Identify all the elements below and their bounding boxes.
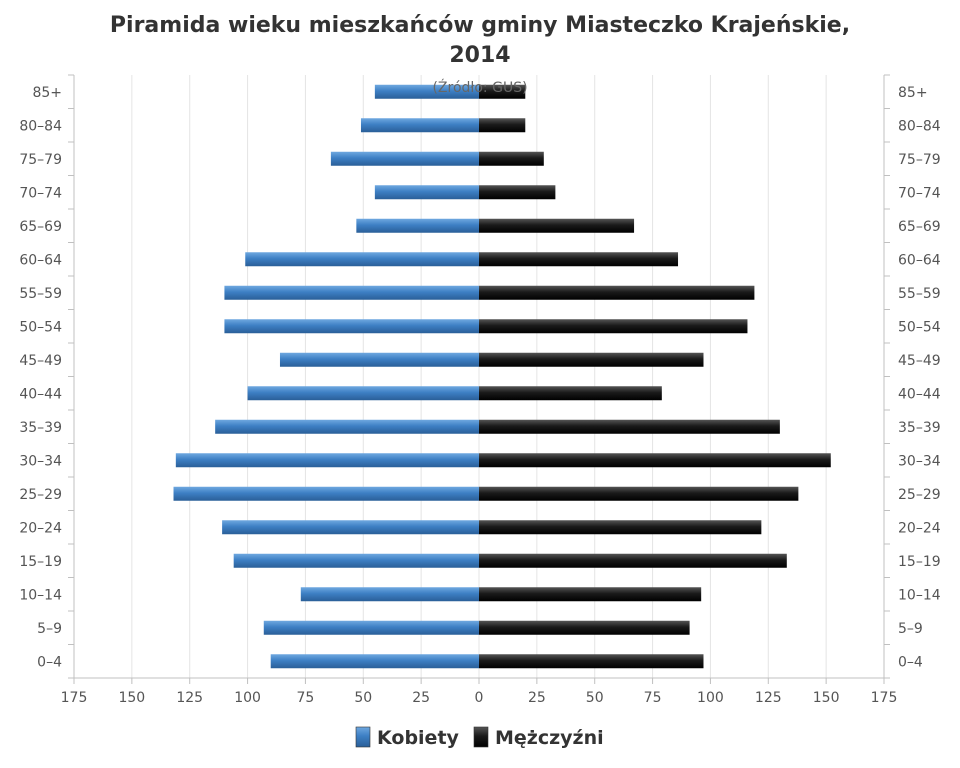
y-tick-label-right: 70–74 bbox=[898, 185, 941, 201]
x-tick-label: 150 bbox=[813, 690, 840, 706]
y-tick-label-left: 15–19 bbox=[19, 554, 62, 570]
x-tick-label: 150 bbox=[118, 690, 145, 706]
y-tick-label-right: 65–69 bbox=[898, 219, 941, 235]
y-tick-label-left: 10–14 bbox=[19, 587, 62, 603]
y-tick-label-right: 45–49 bbox=[898, 353, 941, 369]
y-tick-label-left: 60–64 bbox=[19, 252, 62, 268]
bar-Mężczyźni-65–69[interactable] bbox=[479, 218, 635, 233]
y-tick-label-left: 45–49 bbox=[19, 353, 62, 369]
x-tick-label: 25 bbox=[412, 690, 430, 706]
legend-label-Mężczyźni[interactable]: Mężczyźni bbox=[495, 727, 604, 749]
y-tick-label-right: 75–79 bbox=[898, 152, 941, 168]
bar-Kobiety-60–64[interactable] bbox=[245, 252, 479, 267]
axes: 175 150 125 100 75 50 25 0 25 50 75 100 125 150 175 0–4… bbox=[19, 74, 941, 706]
bar-Kobiety-20–24[interactable] bbox=[222, 520, 479, 535]
bar-Mężczyźni-20–24[interactable] bbox=[479, 520, 762, 535]
bar-Kobiety-75–79[interactable] bbox=[330, 151, 479, 166]
bar-Mężczyźni-25–29[interactable] bbox=[479, 486, 799, 501]
y-tick-label-left: 40–44 bbox=[19, 386, 62, 402]
bar-Mężczyźni-60–64[interactable] bbox=[479, 252, 679, 267]
chart-subtitle: (Źródło: GUS) bbox=[432, 78, 527, 96]
bar-Kobiety-25–29[interactable] bbox=[173, 486, 479, 501]
y-tick-label-left: 20–24 bbox=[19, 520, 62, 536]
bar-Kobiety-55–59[interactable] bbox=[224, 285, 479, 300]
y-tick-label-right: 35–39 bbox=[898, 420, 941, 436]
x-tick-label: 100 bbox=[697, 690, 724, 706]
x-tick-label: 125 bbox=[176, 690, 203, 706]
y-tick-label-left: 5–9 bbox=[37, 621, 62, 637]
legend-swatch-Kobiety[interactable] bbox=[355, 726, 371, 748]
bar-Kobiety-70–74[interactable] bbox=[374, 185, 479, 200]
y-tick-label-right: 40–44 bbox=[898, 386, 941, 402]
y-tick-label-left: 25–29 bbox=[19, 487, 62, 503]
bar-Mężczyźni-40–44[interactable] bbox=[479, 386, 662, 401]
bar-Mężczyźni-55–59[interactable] bbox=[479, 285, 755, 300]
bar-Mężczyźni-70–74[interactable] bbox=[479, 185, 556, 200]
bar-Kobiety-35–39[interactable] bbox=[215, 419, 479, 434]
y-tick-label-left: 35–39 bbox=[19, 420, 62, 436]
y-tick-label-left: 65–69 bbox=[19, 219, 62, 235]
legend-swatch-Mężczyźni[interactable] bbox=[473, 726, 489, 748]
bar-Mężczyźni-0–4[interactable] bbox=[479, 654, 704, 669]
y-tick-label-left: 0–4 bbox=[37, 654, 62, 670]
y-tick-label-right: 30–34 bbox=[898, 453, 941, 469]
x-tick-label: 75 bbox=[297, 690, 315, 706]
y-tick-label-right: 20–24 bbox=[898, 520, 941, 536]
legend[interactable]: Kobiety Mężczyźni bbox=[355, 726, 604, 749]
y-tick-label-left: 55–59 bbox=[19, 286, 62, 302]
bar-Kobiety-30–34[interactable] bbox=[175, 453, 480, 468]
bar-Kobiety-65–69[interactable] bbox=[356, 218, 479, 233]
y-tick-label-left: 80–84 bbox=[19, 118, 62, 134]
y-tick-label-left: 85+ bbox=[32, 85, 62, 101]
bar-Mężczyźni-80–84[interactable] bbox=[479, 118, 526, 133]
y-tick-label-left: 75–79 bbox=[19, 152, 62, 168]
y-tick-label-right: 55–59 bbox=[898, 286, 941, 302]
bar-Kobiety-10–14[interactable] bbox=[300, 587, 479, 602]
x-tick-label: 175 bbox=[871, 690, 898, 706]
x-tick-label: 50 bbox=[586, 690, 604, 706]
bar-Kobiety-45–49[interactable] bbox=[279, 352, 479, 367]
bar-Kobiety-50–54[interactable] bbox=[224, 319, 479, 334]
bar-Mężczyźni-10–14[interactable] bbox=[479, 587, 702, 602]
x-tick-label: 175 bbox=[61, 690, 88, 706]
legend-label-Kobiety[interactable]: Kobiety bbox=[377, 727, 460, 749]
bar-Kobiety-5–9[interactable] bbox=[263, 620, 479, 635]
bar-Kobiety-0–4[interactable] bbox=[270, 654, 479, 669]
chart-title-line-2: 2014 bbox=[449, 43, 510, 68]
bar-Mężczyźni-35–39[interactable] bbox=[479, 419, 780, 434]
y-tick-label-right: 15–19 bbox=[898, 554, 941, 570]
y-tick-label-left: 50–54 bbox=[19, 319, 62, 335]
bar-Mężczyźni-50–54[interactable] bbox=[479, 319, 748, 334]
x-tick-label: 75 bbox=[644, 690, 662, 706]
y-tick-label-right: 85+ bbox=[898, 85, 928, 101]
x-tick-label: 50 bbox=[354, 690, 372, 706]
bar-Mężczyźni-5–9[interactable] bbox=[479, 620, 690, 635]
y-tick-label-right: 80–84 bbox=[898, 118, 941, 134]
bar-Mężczyźni-15–19[interactable] bbox=[479, 553, 787, 568]
y-tick-label-right: 5–9 bbox=[898, 621, 923, 637]
bar-Mężczyźni-45–49[interactable] bbox=[479, 352, 704, 367]
bar-Mężczyźni-75–79[interactable] bbox=[479, 151, 544, 166]
x-tick-label: 125 bbox=[755, 690, 782, 706]
x-tick-label: 25 bbox=[528, 690, 546, 706]
y-tick-label-left: 30–34 bbox=[19, 453, 62, 469]
x-tick-label: 0 bbox=[475, 690, 484, 706]
bar-Kobiety-80–84[interactable] bbox=[360, 118, 479, 133]
y-tick-label-right: 0–4 bbox=[898, 654, 923, 670]
bar-Kobiety-40–44[interactable] bbox=[247, 386, 479, 401]
bars bbox=[173, 84, 831, 669]
grid bbox=[131, 75, 827, 678]
chart-title-line-1: Piramida wieku mieszkańców gminy Miastec… bbox=[110, 13, 850, 38]
y-tick-label-left: 70–74 bbox=[19, 185, 62, 201]
bar-Mężczyźni-85+[interactable] bbox=[479, 84, 526, 99]
y-tick-label-right: 60–64 bbox=[898, 252, 941, 268]
y-tick-label-right: 10–14 bbox=[898, 587, 941, 603]
bar-Kobiety-15–19[interactable] bbox=[233, 553, 479, 568]
bar-Mężczyźni-30–34[interactable] bbox=[479, 453, 831, 468]
x-tick-label: 100 bbox=[234, 690, 261, 706]
y-tick-label-right: 50–54 bbox=[898, 319, 941, 335]
y-tick-label-right: 25–29 bbox=[898, 487, 941, 503]
bar-Kobiety-85+[interactable] bbox=[374, 84, 479, 99]
